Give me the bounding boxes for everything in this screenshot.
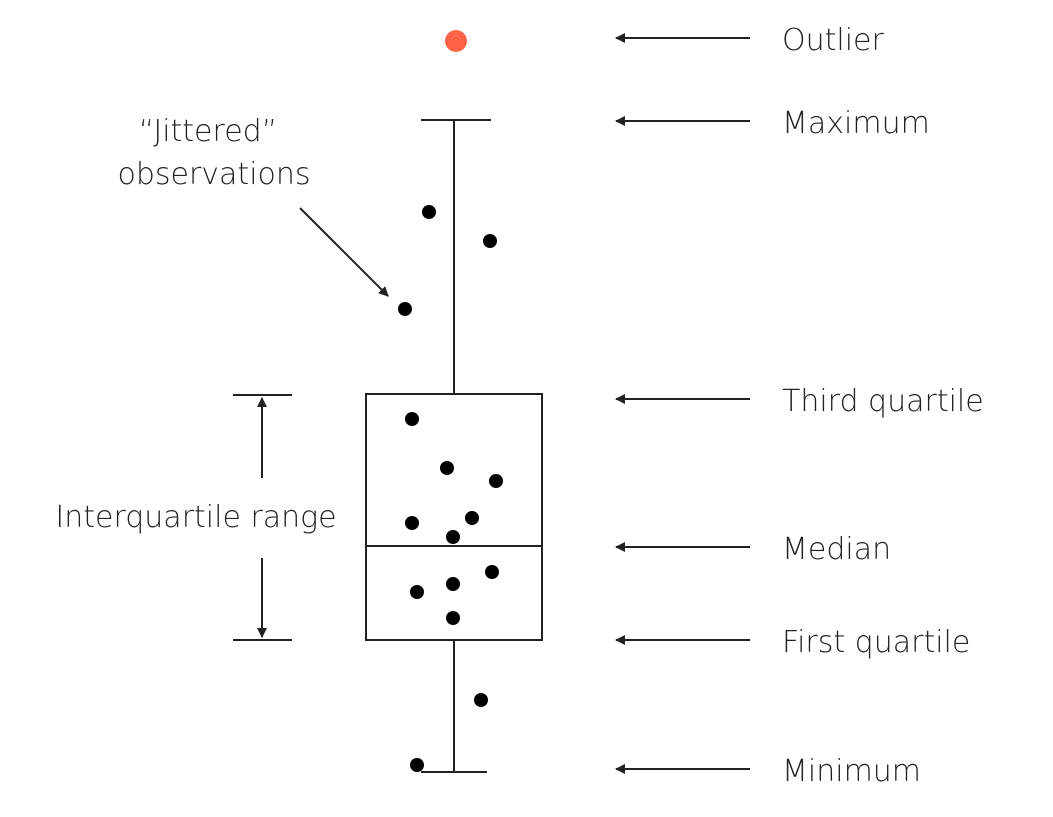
data-point — [483, 234, 497, 248]
jittered-points — [398, 205, 503, 772]
third-quartile-label: Third quartile — [782, 384, 984, 419]
data-point — [398, 302, 412, 316]
data-point — [440, 461, 454, 475]
data-point — [446, 577, 460, 591]
jitter-label-line1: “Jittered” — [139, 114, 278, 149]
minimum-label: Minimum — [782, 754, 921, 789]
jitter-arrow — [299, 207, 389, 297]
data-point — [446, 611, 460, 625]
data-point — [474, 693, 488, 707]
data-point — [410, 758, 424, 772]
data-point — [485, 565, 499, 579]
median-label: Median — [782, 532, 891, 567]
data-point — [422, 205, 436, 219]
data-point — [405, 412, 419, 426]
data-point — [465, 511, 479, 525]
interquartile-box — [365, 393, 543, 641]
data-point — [489, 474, 503, 488]
jitter-label-line2: observations — [117, 157, 310, 192]
data-point — [410, 585, 424, 599]
iqr-label: Interquartile range — [55, 500, 336, 535]
maximum-label: Maximum — [782, 106, 930, 141]
data-point — [446, 530, 460, 544]
outlier-label: Outlier — [782, 23, 885, 58]
first-quartile-label: First quartile — [782, 625, 970, 660]
outlier-point — [445, 30, 467, 52]
data-point — [405, 516, 419, 530]
